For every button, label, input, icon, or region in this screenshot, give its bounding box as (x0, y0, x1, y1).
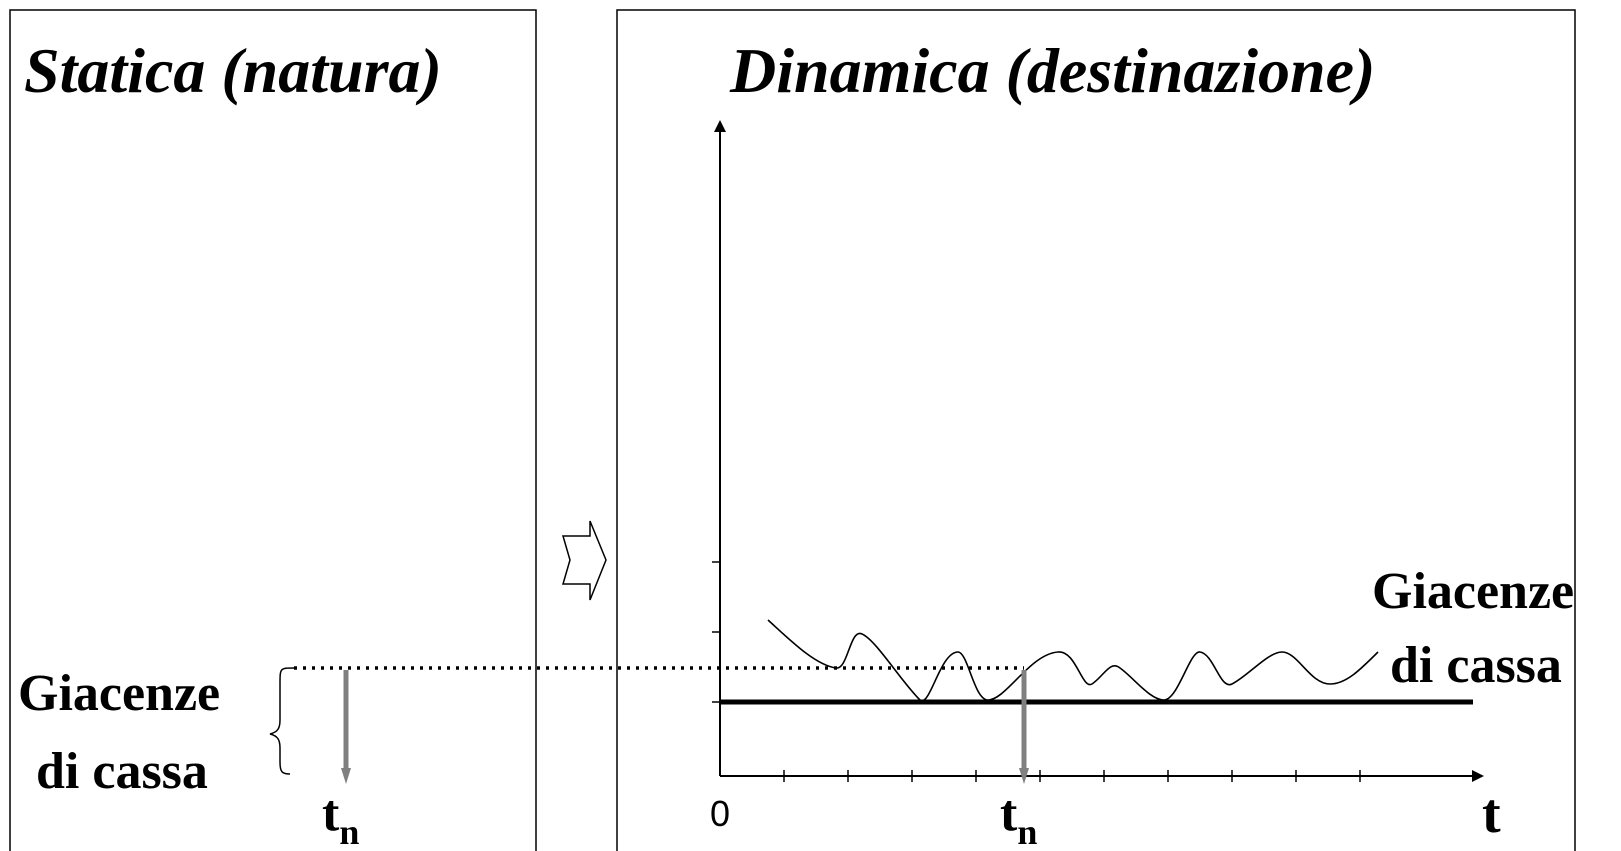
left-brace-label-line1: Giacenze (18, 665, 220, 722)
left-marker-label: tn (322, 785, 359, 851)
right-marker-label: tn (1000, 785, 1037, 851)
right-panel-frame (616, 9, 1576, 851)
right-arrow-icon (562, 520, 607, 601)
right-panel-title: Dinamica (destinazione) (729, 35, 1375, 106)
left-panel-title: Statica (natura) (24, 35, 442, 106)
cash-curve (767, 619, 1379, 702)
curve-label-line1: Giacenze (1372, 563, 1574, 620)
origin-label: 0 (710, 793, 730, 834)
curve-label-line2: di cassa (1390, 637, 1562, 694)
brace (269, 667, 295, 775)
x-axis-label: t (1482, 783, 1501, 845)
left-panel-frame (9, 9, 537, 851)
left-brace-label-line2: di cassa (36, 743, 208, 800)
x-axis-ticks (783, 770, 1361, 782)
